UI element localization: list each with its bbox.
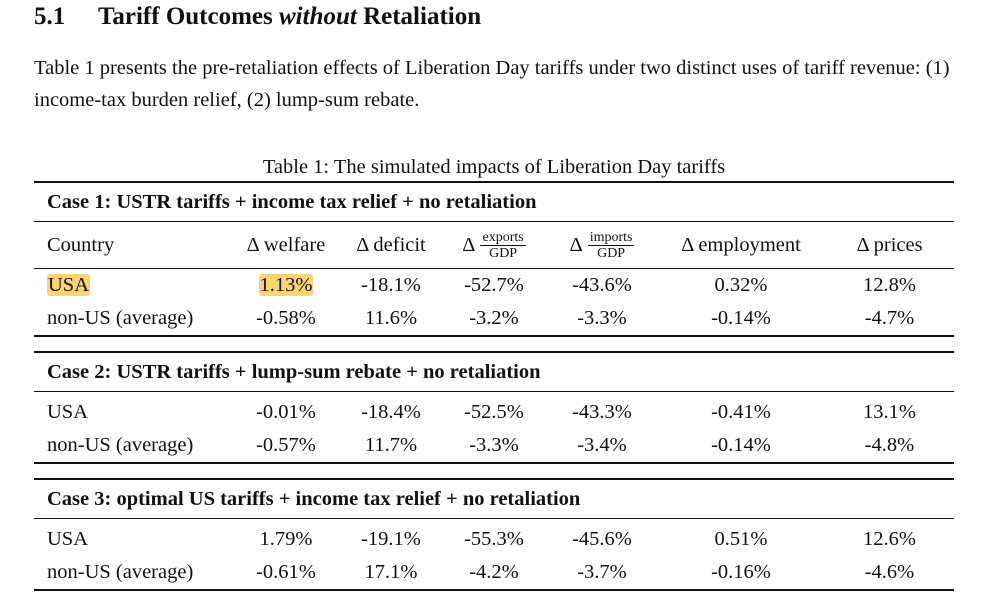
exports-numerator: exports: [480, 229, 526, 246]
exports-cell: -4.2%: [469, 561, 519, 583]
imports-cell: -3.4%: [577, 434, 627, 456]
header-employment: Δ employment: [681, 233, 801, 256]
table-row: USA 1.79% -19.1% -55.3% -45.6% 0.51% 12.…: [34, 518, 954, 557]
table-row: non-US (average) -0.61% 17.1% -4.2% -3.7…: [34, 556, 954, 590]
case-2-title-row: Case 2: USTR tariffs + lump-sum rebate +…: [34, 352, 954, 392]
exports-gdp-fraction: exports GDP: [480, 229, 526, 261]
exports-cell: -3.2%: [469, 307, 519, 329]
intro-paragraph[interactable]: Table 1 presents the pre-retaliation eff…: [34, 57, 950, 111]
country-cell: non-US (average): [47, 434, 194, 456]
country-cell: USA: [47, 401, 89, 423]
case-3-title: Case 3: optimal US tariffs + income tax …: [47, 487, 581, 510]
employment-cell: -0.14%: [711, 434, 771, 456]
header-exports-delta: Δ: [462, 233, 476, 256]
imports-cell: -3.7%: [577, 561, 627, 583]
welfare-cell: -0.01%: [256, 401, 316, 423]
prices-cell: 12.8%: [863, 274, 916, 296]
prices-cell: -4.8%: [864, 434, 915, 456]
header-prices: Δ prices: [856, 233, 923, 256]
welfare-cell: -0.58%: [256, 307, 316, 329]
section-title-before: Tariff Outcomes: [98, 3, 273, 30]
prices-cell: -4.7%: [864, 307, 915, 329]
country-cell: USA: [47, 528, 89, 550]
deficit-cell: 11.6%: [364, 307, 418, 329]
exports-cell: -55.3%: [464, 528, 524, 550]
case-1-title: Case 1: USTR tariffs + income tax relief…: [47, 190, 537, 213]
prices-cell: 12.6%: [863, 528, 916, 550]
exports-cell: -3.3%: [469, 434, 519, 456]
imports-cell: -45.6%: [572, 528, 632, 550]
header-country: Country: [47, 233, 115, 256]
country-cell-highlighted: USA: [47, 274, 91, 296]
table-caption: Table 1: The simulated impacts of Libera…: [262, 156, 726, 178]
section-heading: 5.1 Tariff Outcomes without Retaliation: [34, 0, 481, 34]
section-title-after: Retaliation: [363, 3, 482, 30]
deficit-cell: -18.4%: [361, 401, 421, 423]
deficit-cell: 11.7%: [364, 434, 418, 456]
table-row: non-US (average) -0.58% 11.6% -3.2% -3.3…: [34, 302, 954, 336]
welfare-cell: -0.61%: [256, 561, 316, 583]
deficit-cell: 17.1%: [364, 561, 418, 583]
deficit-cell: -18.1%: [361, 274, 421, 296]
employment-cell: -0.41%: [711, 401, 771, 423]
imports-denominator: GDP: [597, 245, 626, 261]
results-table-wrapper: Case 1: USTR tariffs + income tax relief…: [34, 181, 954, 591]
table-row: non-US (average) -0.57% 11.7% -3.3% -3.4…: [34, 429, 954, 463]
imports-cell: -43.3%: [572, 401, 632, 423]
imports-numerator: imports: [587, 229, 635, 246]
imports-gdp-fraction: imports GDP: [587, 229, 635, 261]
section-number: 5.1: [34, 3, 66, 30]
table-spacer: [34, 336, 954, 352]
employment-cell: 0.51%: [714, 528, 768, 550]
results-table: Case 1: USTR tariffs + income tax relief…: [34, 181, 954, 591]
prices-cell: -4.6%: [864, 561, 915, 583]
deficit-cell: -19.1%: [361, 528, 421, 550]
imports-cell: -3.3%: [577, 307, 627, 329]
header-deficit: Δ deficit: [356, 233, 426, 256]
employment-cell: 0.32%: [714, 274, 768, 296]
imports-cell: -43.6%: [572, 274, 632, 296]
header-imports-delta: Δ: [569, 233, 583, 256]
section-title-italic: without: [279, 3, 357, 30]
table-row: USA -0.01% -18.4% -52.5% -43.3% -0.41% 1…: [34, 391, 954, 430]
exports-cell: -52.7%: [464, 274, 524, 296]
table-spacer: [34, 463, 954, 479]
case-3-title-row: Case 3: optimal US tariffs + income tax …: [34, 479, 954, 519]
employment-cell: -0.16%: [711, 561, 771, 583]
header-welfare: Δ welfare: [246, 233, 326, 256]
case-2-title: Case 2: USTR tariffs + lump-sum rebate +…: [47, 360, 541, 383]
welfare-cell: 1.79%: [259, 528, 313, 550]
case-1-title-row: Case 1: USTR tariffs + income tax relief…: [34, 182, 954, 222]
welfare-cell-highlighted: 1.13%: [258, 274, 314, 296]
exports-cell: -52.5%: [464, 401, 524, 423]
country-cell: non-US (average): [47, 561, 194, 583]
welfare-cell: -0.57%: [256, 434, 316, 456]
exports-denominator: GDP: [489, 245, 518, 261]
table-row: USA 1.13% -18.1% -52.7% -43.6% 0.32% 12.…: [34, 268, 954, 303]
country-cell: non-US (average): [47, 307, 194, 329]
prices-cell: 13.1%: [863, 401, 916, 423]
employment-cell: -0.14%: [711, 307, 771, 329]
